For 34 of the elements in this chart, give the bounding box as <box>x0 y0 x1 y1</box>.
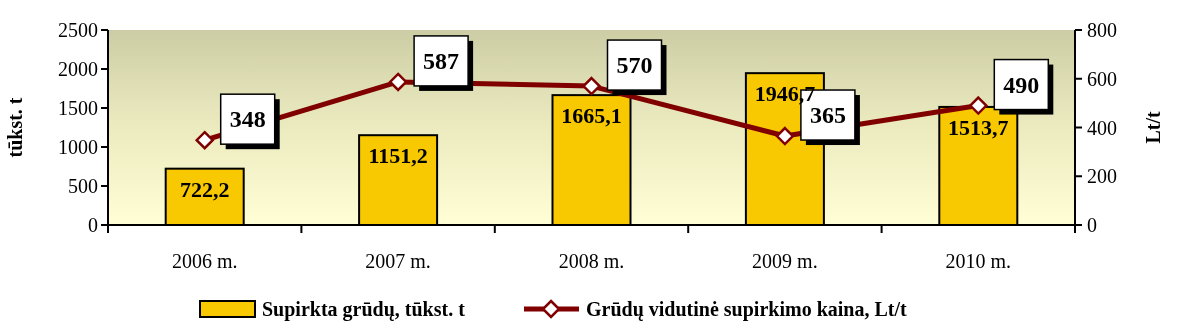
y2-tick-label: 800 <box>1087 19 1117 41</box>
y-tick-label: 1000 <box>58 136 98 158</box>
data-label: 1151,2 <box>368 143 428 169</box>
data-label: 587 <box>423 47 460 74</box>
y2-tick-label: 0 <box>1087 214 1097 236</box>
y2-tick-label: 400 <box>1087 116 1117 139</box>
y-tick-label: 2500 <box>58 19 98 41</box>
legend-label: Supirkta grūdų, tūkst. t <box>262 298 466 321</box>
y-tick-label: 2000 <box>58 58 98 80</box>
y2-tick-label: 600 <box>1087 67 1117 90</box>
data-label: 1513,7 <box>948 114 1009 140</box>
y-axis-title: tūkst. t <box>4 97 26 158</box>
x-tick-label: 2007 m. <box>365 250 431 272</box>
y-tick-label: 500 <box>68 175 98 197</box>
y-tick-label: 0 <box>88 214 98 236</box>
point <box>388 72 408 92</box>
x-tick-label: 2006 m. <box>171 250 238 272</box>
data-label: 365 <box>809 102 846 129</box>
point <box>775 126 795 146</box>
data-label: 570 <box>616 52 653 79</box>
legend-label: Grūdų vidutinė supirkimo kaina, Lt/t <box>586 298 907 321</box>
data-label: 722,2 <box>179 176 230 202</box>
x-tick-label: 2010 m. <box>945 250 1012 272</box>
data-label: 1665,1 <box>561 103 622 129</box>
point <box>195 130 214 150</box>
point <box>969 96 988 115</box>
data-label: 490 <box>1003 71 1040 98</box>
point <box>582 76 601 96</box>
x-tick-label: 2009 m. <box>752 250 818 272</box>
y2-axis-title: Lt/t <box>1142 111 1164 144</box>
y-tick-label: 1500 <box>58 97 98 119</box>
data-label: 348 <box>229 106 266 133</box>
y2-tick-label: 200 <box>1087 165 1117 188</box>
x-tick-label: 2008 m. <box>558 250 625 272</box>
